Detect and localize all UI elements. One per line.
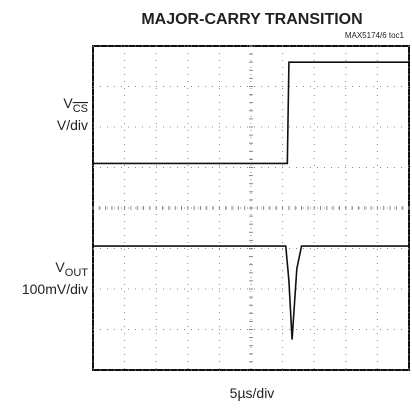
- trace-symbol: V: [63, 95, 73, 111]
- chart-title: MAJOR-CARRY TRANSITION: [141, 11, 362, 28]
- trace-label: VCS: [63, 95, 88, 115]
- trace-symbol: V: [55, 259, 65, 275]
- trace-subscript: CS: [73, 103, 88, 115]
- trace-scale: 100mV/div: [22, 281, 88, 297]
- trace-scale: V/div: [57, 117, 88, 133]
- note: MAX5174/6 toc1: [345, 31, 405, 40]
- trace-label: VOUT: [55, 259, 88, 279]
- trace: [93, 61, 409, 165]
- trace: [93, 245, 409, 340]
- trace-subscript: OUT: [65, 267, 89, 279]
- x-axis-label: 5µs/div: [230, 385, 275, 401]
